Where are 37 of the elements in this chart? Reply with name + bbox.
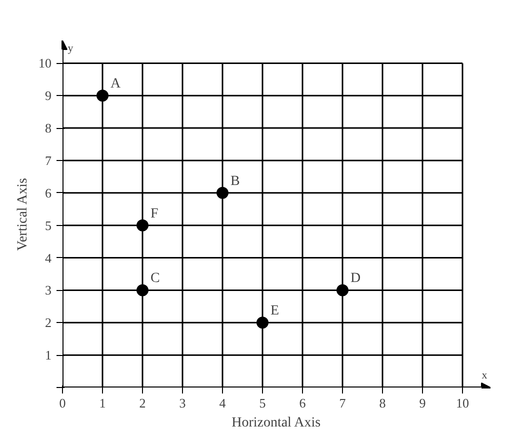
x-tick-label: 5 (259, 396, 266, 410)
annotation: C (150, 271, 160, 286)
x-tick-label: 1 (99, 396, 106, 410)
y-tick-label: 5 (45, 218, 52, 233)
x-tick-label: 9 (419, 396, 426, 410)
y-tick-label: 8 (45, 120, 52, 136)
y-tick-label: 7 (45, 152, 52, 168)
point (336, 284, 348, 296)
y-axis-title: Vertical Axis (16, 178, 30, 251)
annotation: B (230, 174, 240, 189)
point (216, 186, 228, 199)
x-tick-label: 8 (379, 396, 386, 410)
point (136, 284, 148, 296)
y-tick-label: 4 (45, 250, 52, 266)
annotation: y (68, 42, 74, 54)
x-tick-label: 0 (59, 396, 66, 410)
y-tick-label: 9 (45, 88, 52, 104)
x-tick-label: 10 (456, 396, 469, 410)
annotation: E (270, 304, 280, 319)
x-tick-label: 6 (299, 396, 306, 410)
annotation: x (482, 370, 488, 382)
point (256, 316, 268, 329)
x-tick-label: 3 (179, 396, 186, 410)
y-tick-label: 3 (45, 282, 52, 298)
y-tick-label: 2 (45, 315, 52, 330)
annotation: A (110, 76, 122, 92)
annotation: F (150, 206, 158, 222)
y-tick-label: 6 (45, 185, 52, 200)
x-tick-label: 7 (339, 396, 346, 410)
x-tick-label: 2 (139, 396, 146, 410)
y-tick-label: 10 (38, 56, 52, 71)
x-tick-label: 4 (219, 396, 226, 410)
point (136, 219, 148, 232)
y-tick-label: 1 (45, 348, 52, 363)
point (96, 90, 108, 102)
x-axis-title: Horizontal Axis (232, 416, 321, 430)
annotation: D (350, 271, 361, 286)
